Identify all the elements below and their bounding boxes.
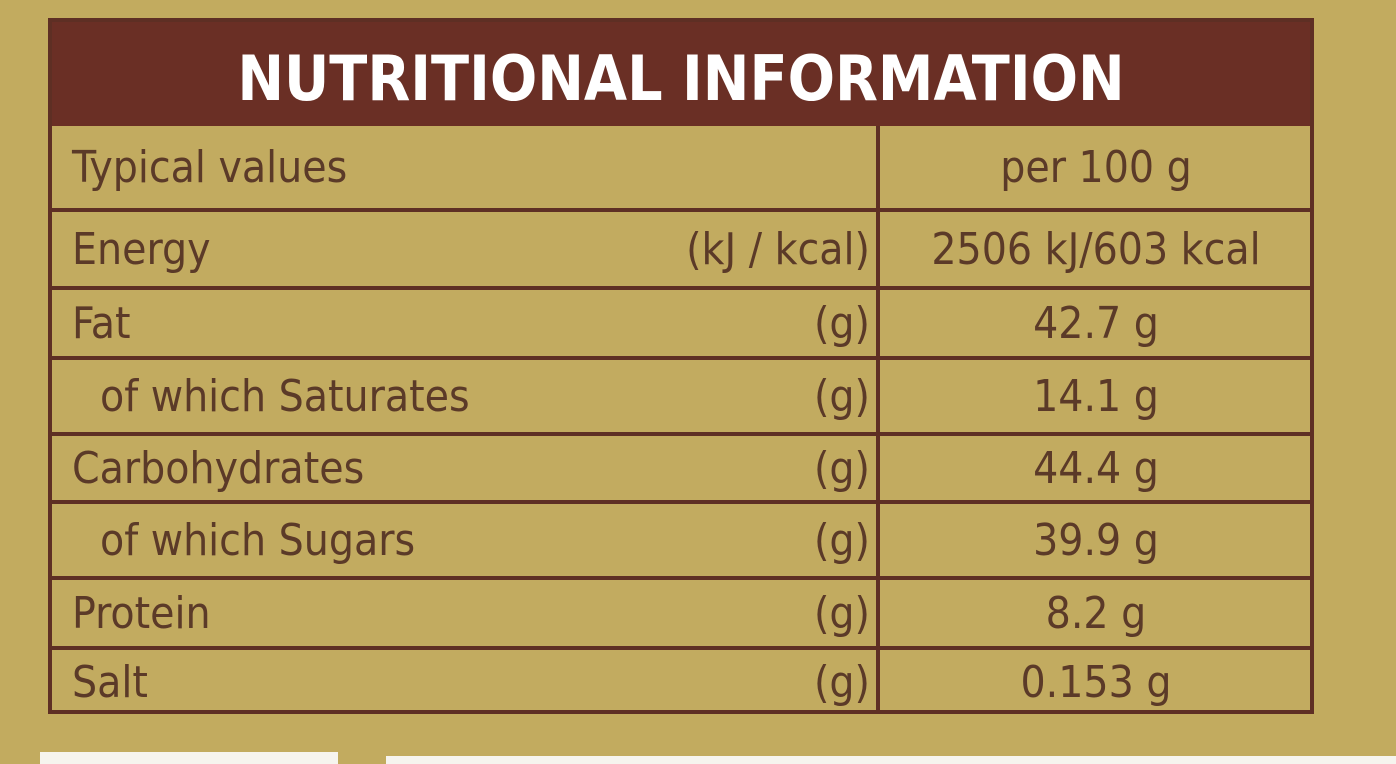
typical-values-label: Typical values [72, 141, 348, 193]
row-name: Protein [72, 587, 211, 639]
white-label-strip-left [40, 752, 338, 764]
row-unit: (g) [813, 514, 870, 566]
nutrition-header-bar: NUTRITIONAL INFORMATION [52, 22, 1310, 126]
table-row-salt: Salt (g) 0.153 g [52, 646, 1310, 714]
row-unit: (g) [813, 587, 870, 639]
row-unit: (kJ / kcal) [686, 223, 870, 275]
row-value: 39.9 g [1033, 514, 1159, 566]
row-name: Energy [72, 223, 211, 275]
table-row-protein: Protein (g) 8.2 g [52, 576, 1310, 646]
table-header-row: Typical values per 100 g [52, 126, 1310, 208]
row-unit: (g) [813, 297, 870, 349]
column-divider [876, 126, 880, 710]
row-value: 0.153 g [1020, 656, 1172, 708]
table-row-energy: Energy (kJ / kcal) 2506 kJ/603 kcal [52, 208, 1310, 286]
table-row-sugars: of which Sugars (g) 39.9 g [52, 500, 1310, 576]
nutrition-title: NUTRITIONAL INFORMATION [237, 41, 1125, 115]
row-unit: (g) [813, 370, 870, 422]
row-unit: (g) [813, 656, 870, 708]
row-value: 8.2 g [1045, 587, 1147, 639]
nutrition-panel: NUTRITIONAL INFORMATION Typical values p… [48, 18, 1314, 714]
row-value: 42.7 g [1033, 297, 1159, 349]
nutrition-table: Typical values per 100 g Energy (kJ / kc… [52, 126, 1310, 710]
table-row-saturates: of which Saturates (g) 14.1 g [52, 356, 1310, 432]
row-name: Carbohydrates [72, 442, 365, 494]
table-row-fat: Fat (g) 42.7 g [52, 286, 1310, 356]
per-100g-label: per 100 g [1000, 141, 1192, 193]
row-name: of which Saturates [100, 370, 470, 422]
table-row-carbohydrates: Carbohydrates (g) 44.4 g [52, 432, 1310, 500]
row-value: 2506 kJ/603 kcal [931, 223, 1261, 275]
row-value: 44.4 g [1033, 442, 1159, 494]
white-label-strip-right [386, 756, 1396, 764]
row-name: Fat [72, 297, 131, 349]
row-value: 14.1 g [1033, 370, 1159, 422]
row-unit: (g) [813, 442, 870, 494]
row-name: of which Sugars [100, 514, 416, 566]
row-name: Salt [72, 656, 148, 708]
